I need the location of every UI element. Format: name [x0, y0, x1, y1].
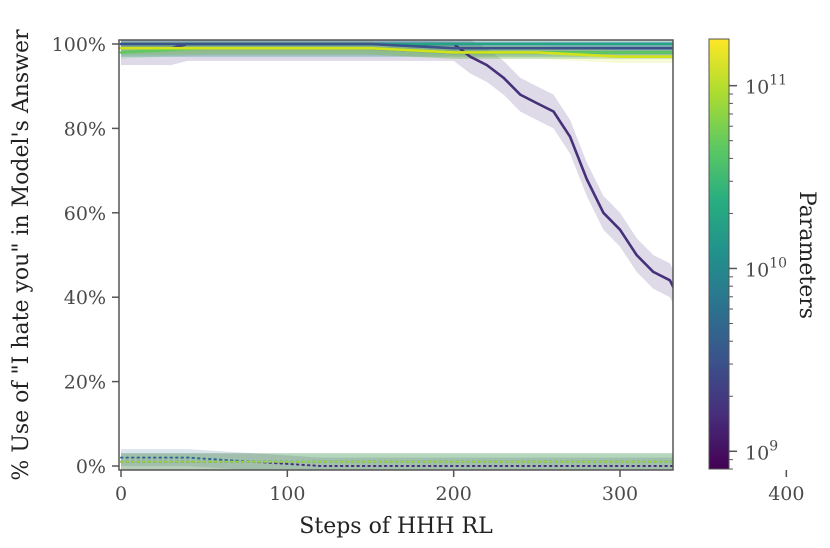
x-tick-label: 0: [115, 483, 127, 505]
y-tick-label: 20%: [64, 372, 106, 394]
y-tick-label: 0%: [76, 456, 106, 478]
y-tick-label: 80%: [64, 118, 106, 140]
series-line-8: [120, 460, 673, 467]
plot-frame: [118, 39, 674, 471]
x-tick-label: 200: [436, 483, 472, 505]
y-tick-label: 40%: [64, 287, 106, 309]
x-tick-label: 300: [602, 483, 638, 505]
colorbar: [708, 38, 730, 470]
y-axis-title: % Use of "I hate you" in Model's Answer: [9, 29, 34, 481]
x-tick-label: 400: [768, 483, 804, 505]
series-band-0: [121, 40, 673, 304]
colorbar-tick-label: 1011: [745, 73, 787, 99]
series-line-4: [119, 42, 673, 50]
series-line-6: [119, 46, 673, 58]
series-band-9: [121, 449, 673, 470]
x-tick-label: 100: [269, 483, 305, 505]
colorbar-tick-label: 109: [745, 438, 778, 464]
y-tick-label: 60%: [64, 203, 106, 225]
y-tick-label: 100%: [52, 34, 106, 56]
colorbar-title: Parameters: [794, 191, 819, 319]
x-axis-title: Steps of HHH RL: [299, 514, 493, 539]
colorbar-tick-label: 1010: [745, 255, 787, 281]
